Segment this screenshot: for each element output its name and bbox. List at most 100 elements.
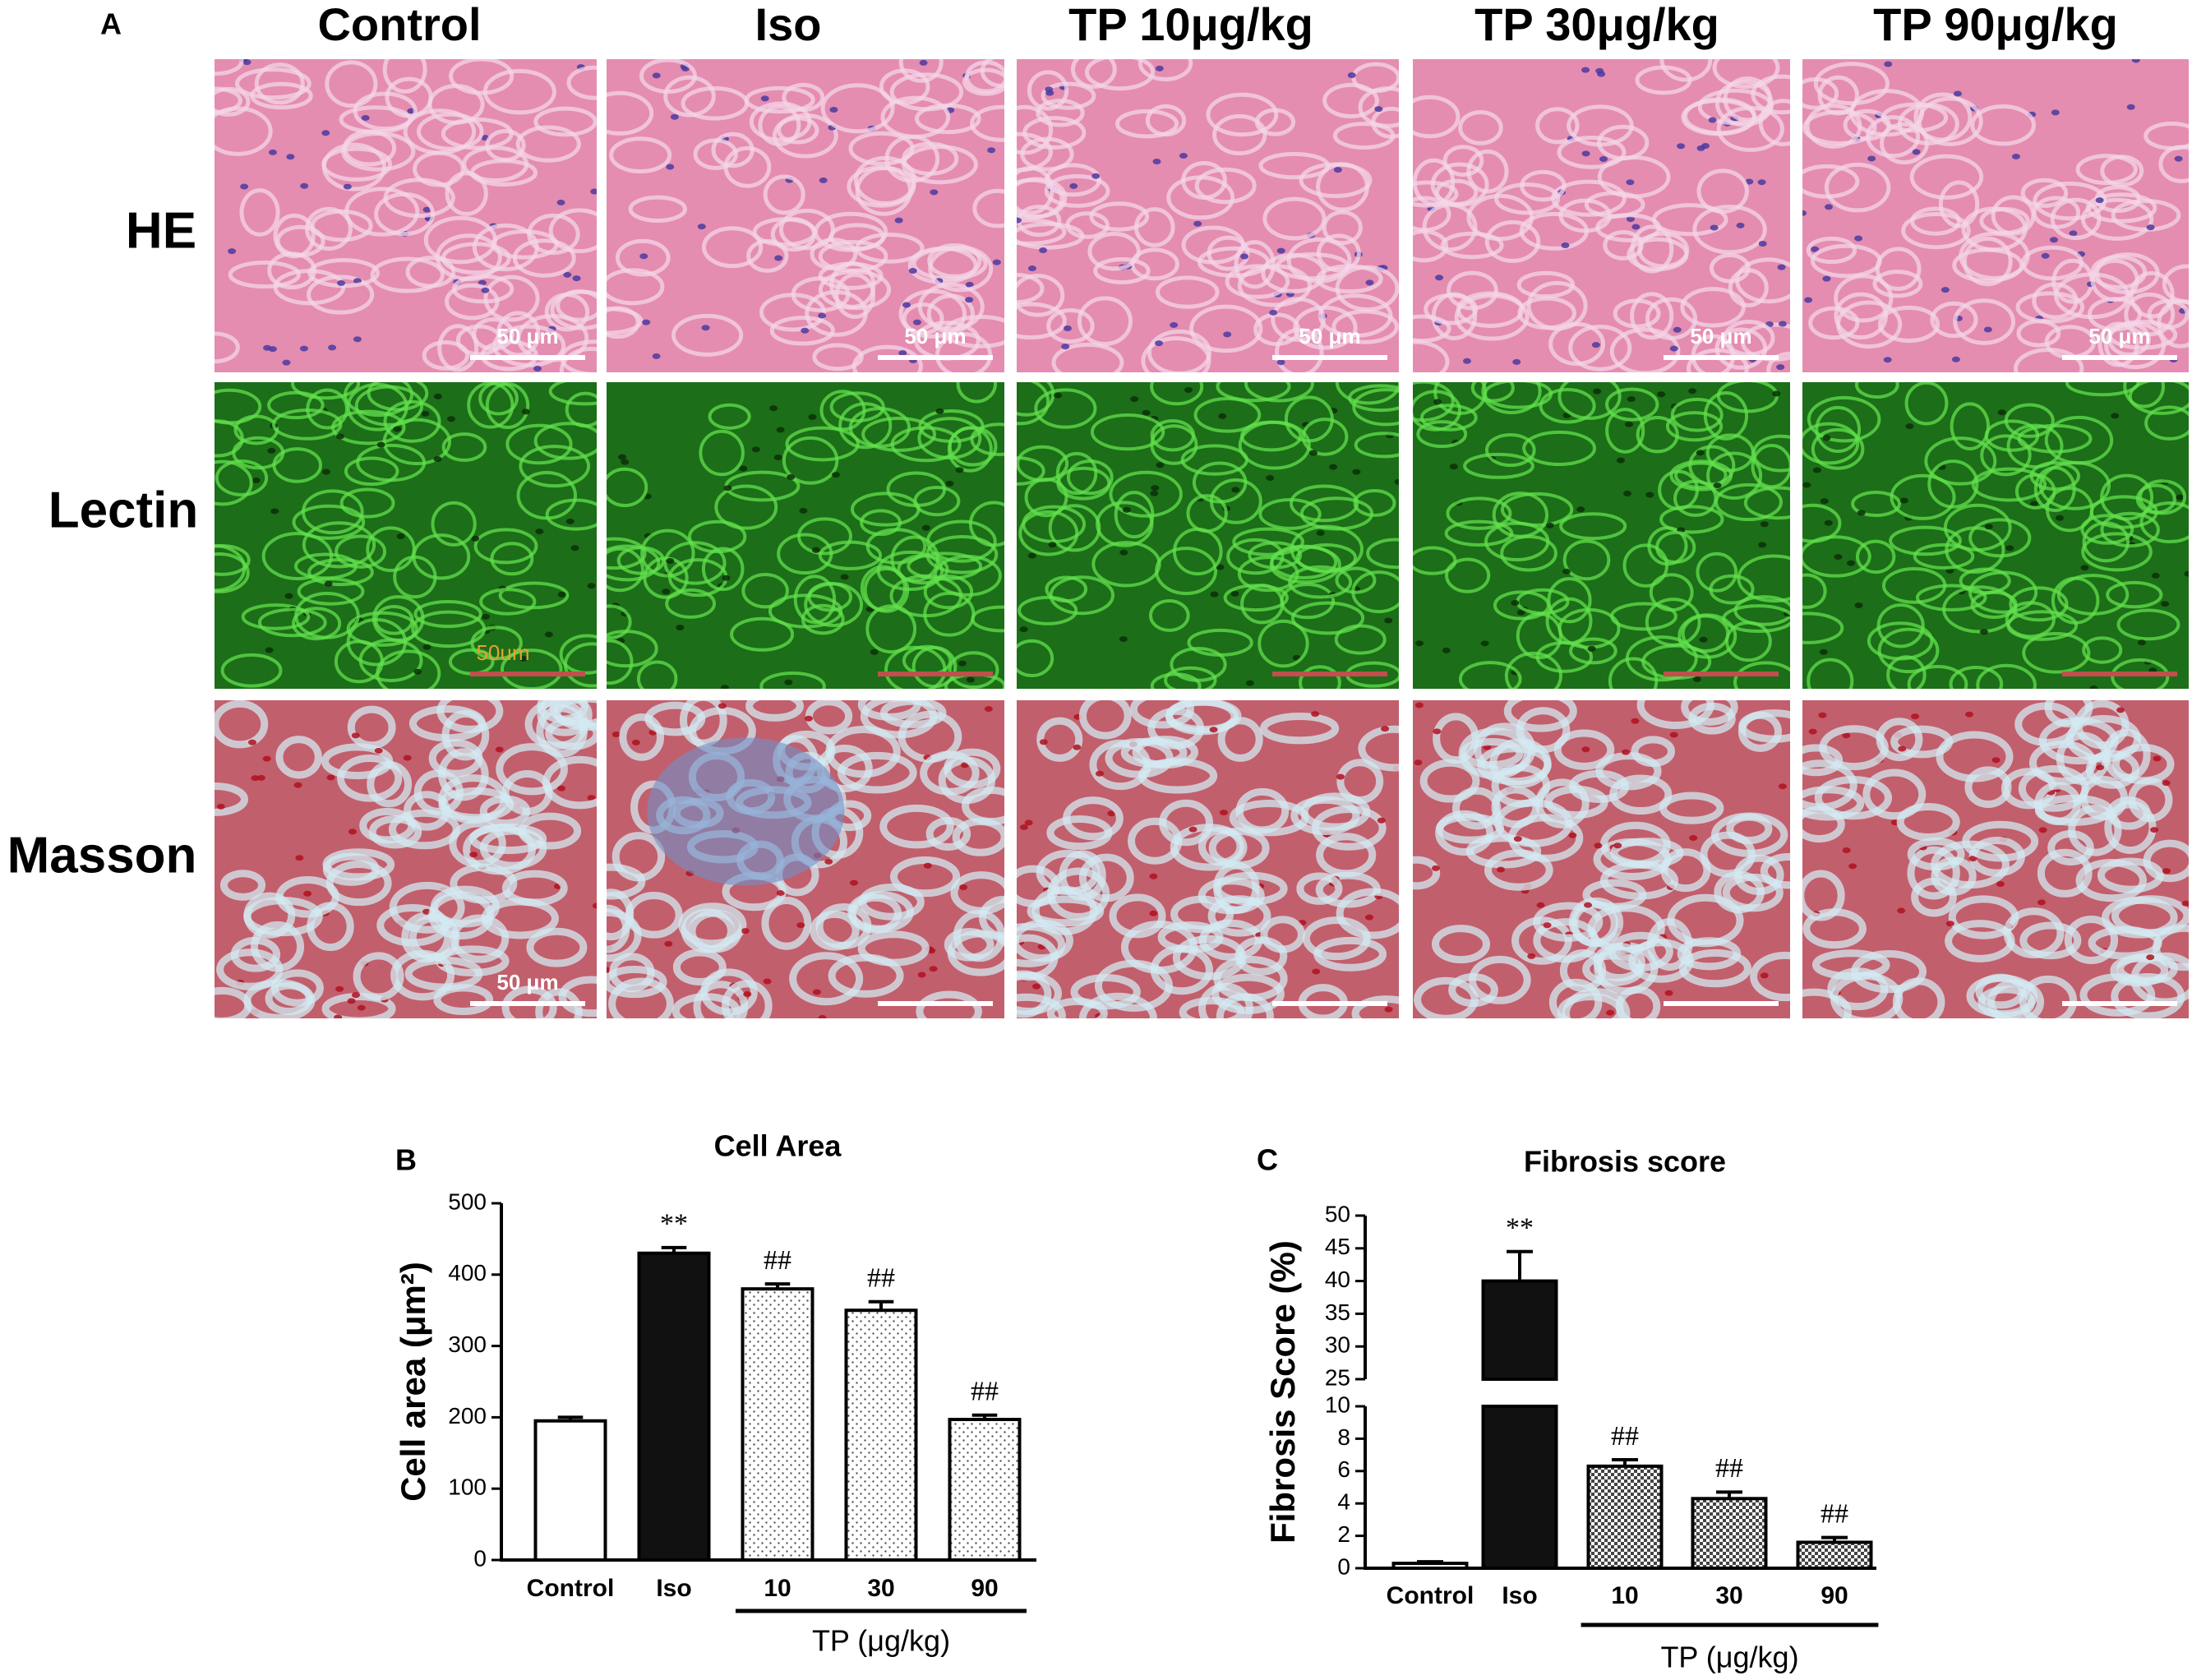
tissue-cell [701, 547, 745, 592]
tissue-cell [1952, 247, 2024, 284]
tissue-cell [1896, 803, 1960, 841]
nucleus [831, 472, 840, 478]
tissue-cell [383, 178, 455, 219]
nucleus [1184, 386, 1193, 393]
y-tick-label: 500 [448, 1188, 487, 1214]
nucleus [945, 480, 954, 487]
nucleus [334, 1014, 343, 1018]
tissue-cell [1419, 404, 1478, 432]
tissue-cell [1223, 584, 1289, 612]
nucleus [1576, 506, 1585, 513]
nucleus [1149, 910, 1158, 916]
tissue-cell [1322, 82, 1379, 119]
nucleus [1591, 342, 1600, 348]
nucleus [2056, 515, 2065, 521]
nucleus [923, 862, 932, 869]
nucleus [739, 465, 748, 472]
tissue-cell [548, 382, 597, 406]
tissue-cell [1331, 309, 1399, 344]
tissue-cell [1258, 151, 1331, 180]
tissue-cell [761, 897, 812, 950]
tissue-cell [1289, 484, 1359, 523]
tissue-cell [1313, 936, 1387, 972]
nucleus [1156, 462, 1165, 468]
nucleus [1311, 711, 1320, 718]
nucleus [676, 625, 685, 631]
micrograph [1413, 700, 1790, 1018]
nucleus [849, 879, 858, 886]
tissue-cell [917, 417, 982, 460]
tissue-cell [769, 316, 835, 346]
tissue-cell [388, 809, 460, 850]
nucleus [1848, 863, 1857, 870]
tissue-cell [1975, 973, 2027, 1009]
significance-label: ## [1821, 1498, 1848, 1529]
nucleus [1240, 253, 1249, 260]
scale-label: 50 μm [1690, 324, 1751, 348]
nucleus [353, 278, 362, 284]
tissue-cell [413, 599, 482, 629]
tissue-cell [243, 979, 316, 1018]
nucleus [374, 747, 383, 754]
tissue-cell [962, 67, 1004, 96]
nucleus [1269, 309, 1278, 316]
tissue-cell [1322, 210, 1363, 246]
tissue-cell [607, 268, 665, 306]
nucleus [2041, 252, 2050, 259]
tissue-cell [1593, 942, 1645, 982]
tissue-cell [438, 748, 489, 801]
nucleus [760, 95, 769, 102]
tissue-cell [1334, 624, 1387, 655]
nucleus [590, 188, 597, 195]
tissue-cell [346, 611, 418, 647]
tissue-cell [1091, 541, 1161, 588]
tissue-cell [215, 331, 240, 364]
tissue-cell [759, 671, 826, 689]
nucleus [1151, 485, 1160, 492]
tissue-cell [1557, 993, 1624, 1018]
tissue-cell [752, 217, 817, 247]
tissue-cell [777, 533, 833, 575]
tissue-cell [307, 258, 380, 288]
nucleus [1778, 321, 1787, 327]
tissue-cell [1017, 922, 1066, 967]
nucleus [2181, 900, 2189, 907]
tissue-cell [644, 701, 706, 736]
nucleus [1842, 732, 1851, 739]
nucleus [295, 855, 304, 861]
nucleus [1352, 468, 1361, 475]
tissue-cell [533, 422, 597, 460]
tissue-cell [1216, 382, 1291, 403]
tissue-cell [1559, 512, 1627, 541]
tissue-cell [1605, 387, 1659, 422]
tissue-cell [422, 339, 470, 371]
tissue-cell [1636, 416, 1679, 454]
nucleus [1019, 824, 1028, 830]
nucleus [631, 739, 640, 745]
tissue-cell [2116, 608, 2180, 641]
tissue-cell [1890, 473, 1956, 520]
tissue-cell [829, 261, 876, 309]
nucleus [1945, 921, 1954, 927]
tissue-cell [383, 399, 441, 443]
tissue-cell [498, 581, 570, 610]
nucleus [1347, 72, 1356, 79]
x-tick-label: 10 [764, 1575, 791, 1602]
tissue-cell [1456, 291, 1525, 328]
nucleus [666, 164, 675, 170]
tissue-cell [1723, 320, 1775, 357]
nucleus [2051, 109, 2060, 116]
tissue-cell [1743, 486, 1790, 520]
x-tick-label: 30 [1715, 1582, 1742, 1609]
tissue-cell [879, 68, 930, 105]
nucleus [1561, 242, 1570, 248]
micrograph: 50 μm [215, 700, 597, 1018]
tissue-cell [609, 953, 655, 993]
tissue-cell [492, 324, 566, 367]
tissue-cell [501, 770, 553, 815]
tissue-cell [2022, 631, 2091, 674]
tissue-cell [785, 426, 860, 462]
significance-label: ** [660, 1209, 688, 1239]
tissue-cell [1938, 180, 1980, 228]
